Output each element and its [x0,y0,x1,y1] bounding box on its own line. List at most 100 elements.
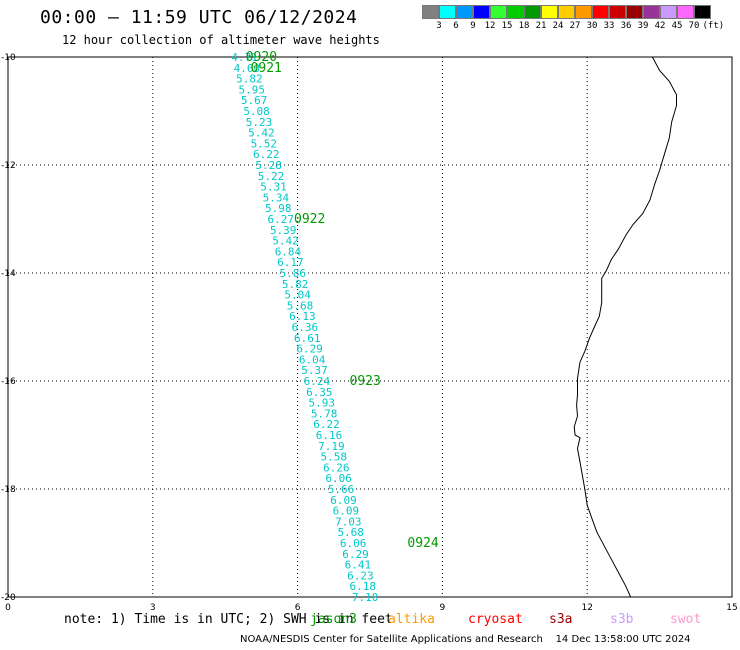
wave-height-label: 6.16 [316,429,343,442]
wave-height-label: 5.78 [311,407,338,420]
wave-height-label: 6.24 [304,375,331,388]
color-legend-label: 12 [484,21,496,31]
pass-time-label: 0924 [407,536,438,551]
color-swatch [439,5,456,19]
color-legend-label: 15 [501,21,513,31]
color-swatch [558,5,575,19]
coastline [573,56,677,598]
color-legend-label: 33 [603,21,615,31]
wave-height-label: 7.03 [335,515,362,528]
wave-height-label: 5.04 [284,289,311,302]
footer-note: note: 1) Time is in UTC; 2) SWH is in fe… [64,612,393,627]
wave-height-label: 6.17 [277,256,304,269]
wave-height-label: 6.04 [299,353,326,366]
color-legend-label: 21 [535,21,547,31]
wave-height-label: 5.98 [265,202,292,215]
chart-title: 00:00 – 11:59 UTC 06/12/2024 [40,7,358,28]
satellite-label: jason3 [310,612,357,627]
wave-height-label: 7.10 [352,591,379,604]
wave-height-label: 6.22 [313,418,340,431]
color-swatch [575,5,592,19]
color-legend-label: 9 [470,21,476,31]
color-swatch [660,5,677,19]
wave-height-label: 5.23 [246,116,273,129]
wave-height-label: 5.22 [258,170,285,183]
pass-time-label: 0922 [294,212,325,227]
wave-height-label: 6.29 [342,548,369,561]
wave-height-label: 5.67 [241,94,268,107]
color-swatch [507,5,524,19]
wave-height-label: 4.71 [231,51,258,64]
wave-height-label: 7.19 [318,440,345,453]
wave-height-label: 5.08 [243,105,270,118]
color-legend-label: 30 [586,21,598,31]
color-swatch [626,5,643,19]
y-tick-label: -14 [1,269,16,279]
chart-subtitle: 12 hour collection of altimeter wave hei… [62,33,380,47]
color-swatch [694,5,711,19]
color-swatch [473,5,490,19]
color-legend-label: 36 [620,21,632,31]
wave-height-label: 5.58 [321,451,348,464]
wave-height-label: 5.95 [238,83,265,96]
pass-time-label: 0921 [251,61,282,76]
wave-height-label: 6.23 [347,569,374,582]
color-swatch [677,5,694,19]
pass-time-label: 0920 [246,50,277,65]
wave-height-label: 6.61 [294,332,321,345]
color-legend-label: (ft) [702,21,725,31]
wave-height-label: 5.52 [251,137,278,150]
wave-height-label: 6.09 [330,494,357,507]
wave-height-label: 6.13 [289,310,316,323]
x-tick-label: 6 [295,603,301,613]
wave-height-label: 5.31 [260,181,287,194]
wave-height-label: 5.68 [337,526,364,539]
wave-height-label: 5.42 [248,127,275,140]
satellite-label: altika [388,612,435,627]
wave-height-label: 6.84 [275,245,302,258]
color-legend-label: 3 [436,21,442,31]
wave-height-label: 5.82 [282,278,309,291]
satellite-label: swot [670,612,702,627]
color-legend-label: 45 [671,21,683,31]
y-tick-label: -16 [1,377,16,387]
color-swatch [456,5,473,19]
x-tick-label: 9 [440,603,446,613]
wave-height-label: 5.93 [308,397,335,410]
wave-height-label: 6.29 [296,343,323,356]
plot-frame [7,56,733,598]
color-swatch [490,5,507,19]
color-swatch [609,5,626,19]
y-tick-label: -12 [1,161,16,171]
wave-height-label: 5.82 [236,73,263,86]
x-tick-label: 12 [581,603,592,613]
color-swatch [643,5,660,19]
x-tick-label: 3 [150,603,156,613]
satellite-label: s3a [549,612,573,627]
y-tick-label: -18 [1,485,16,495]
wave-height-label: 6.35 [306,386,333,399]
wave-height-label: 5.42 [272,235,299,248]
x-tick-label: 15 [726,603,737,613]
wave-height-label: 5.86 [280,267,307,280]
color-legend-label: 42 [654,21,666,31]
color-legend-label: 24 [552,21,564,31]
x-tick-label: 0 [5,603,11,613]
wave-height-label: 6.18 [350,580,377,593]
color-legend-label: 27 [569,21,581,31]
color-legend-label: 18 [518,21,530,31]
color-swatch [422,5,439,19]
wave-height-label: 6.36 [292,321,319,334]
color-swatch [524,5,541,19]
color-legend [422,5,711,21]
wave-height-label: 6.09 [333,505,360,518]
wave-height-label: 6.27 [267,213,294,226]
wave-height-label: 5.39 [270,224,297,237]
color-legend-label: 70 [688,21,700,31]
wave-height-label: 6.22 [253,148,280,161]
satellite-label: s3b [610,612,634,627]
color-legend-label: 6 [453,21,459,31]
wave-height-label: 5.37 [301,364,328,377]
wave-height-label: 5.68 [287,299,314,312]
